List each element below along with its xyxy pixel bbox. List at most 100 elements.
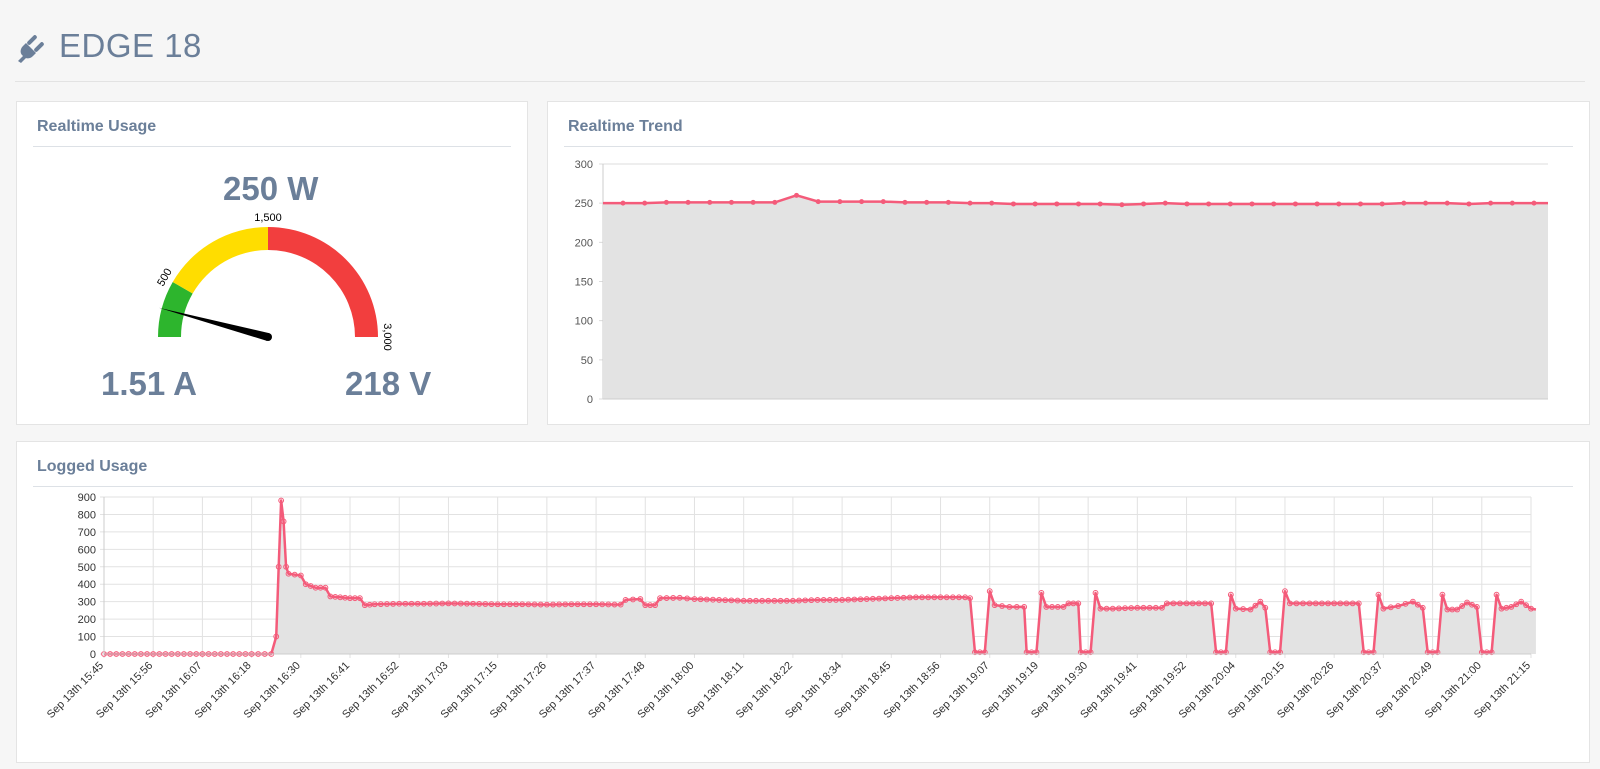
log-point	[1021, 604, 1028, 610]
trend-point	[924, 199, 930, 205]
trend-point	[728, 199, 734, 205]
gauge-tick-label: 3,000	[381, 323, 393, 351]
log-point	[285, 570, 292, 577]
log-point	[1038, 590, 1045, 596]
log-point	[390, 600, 396, 607]
log-point	[1159, 604, 1165, 611]
log-point	[900, 594, 907, 601]
log-point	[1152, 604, 1159, 611]
log-point	[1227, 591, 1234, 598]
log-point	[1518, 598, 1525, 605]
log-point	[1331, 600, 1338, 607]
y-tick-label: 100	[575, 316, 593, 328]
log-point	[427, 600, 433, 607]
log-point	[1528, 605, 1534, 612]
gauge-tick-label: 1,500	[254, 212, 282, 224]
log-point	[556, 601, 563, 608]
log-point	[882, 595, 889, 602]
log-point	[919, 594, 925, 601]
log-point	[1177, 600, 1183, 607]
log-point	[377, 601, 384, 608]
trend-point	[859, 199, 865, 205]
log-point	[1043, 604, 1050, 610]
trend-point	[794, 192, 800, 198]
trend-point	[1314, 201, 1320, 207]
log-point	[1006, 604, 1013, 610]
log-point	[543, 601, 550, 608]
realtime-trend-panel: Realtime Trend 0 50 100 150 200 250 300	[547, 101, 1590, 425]
log-point	[1318, 600, 1325, 607]
log-point	[297, 572, 304, 579]
log-point	[759, 597, 766, 604]
log-point	[1439, 591, 1446, 598]
log-point	[1312, 600, 1319, 607]
log-point	[356, 595, 363, 602]
log-point	[1349, 600, 1356, 607]
log-point	[802, 597, 809, 604]
log-point	[876, 595, 882, 602]
log-point	[1252, 602, 1259, 609]
y-tick-label: 200	[575, 237, 593, 249]
trend-point	[1357, 201, 1363, 207]
log-point	[1277, 649, 1283, 656]
trend-point	[1184, 201, 1190, 207]
log-point	[580, 601, 587, 608]
trend-point	[837, 199, 843, 205]
log-point	[1355, 600, 1362, 607]
log-point	[1140, 604, 1147, 611]
log-point	[1469, 601, 1475, 608]
log-point	[906, 594, 913, 601]
trend-point	[620, 200, 626, 206]
log-point	[851, 596, 858, 603]
log-point	[1163, 600, 1170, 607]
y-tick-label: 800	[78, 509, 96, 521]
trend-point	[880, 199, 886, 205]
y-tick-label: 300	[78, 597, 96, 609]
log-point	[1262, 604, 1269, 611]
log-point	[753, 597, 759, 604]
log-point	[605, 601, 612, 608]
log-point	[691, 596, 698, 602]
realtime-trend-chart: 0 50 100 150 200 250 300	[575, 159, 1548, 406]
log-point	[1240, 606, 1247, 612]
log-point	[1208, 600, 1215, 607]
log-point	[291, 571, 298, 578]
log-point	[833, 597, 839, 603]
trend-point	[1292, 201, 1298, 207]
log-point	[1033, 649, 1040, 656]
log-point	[275, 563, 282, 570]
log-point	[1459, 603, 1466, 609]
trend-point	[750, 199, 756, 205]
trend-point	[1141, 201, 1147, 207]
trend-point	[1119, 202, 1125, 208]
log-point	[457, 600, 464, 607]
log-point	[283, 563, 289, 570]
log-point	[808, 597, 815, 604]
log-point	[894, 595, 901, 601]
trend-point	[1249, 201, 1255, 207]
log-point	[869, 595, 876, 602]
y-tick-label: 500	[78, 562, 96, 574]
log-point	[1402, 600, 1409, 607]
log-point	[322, 584, 329, 591]
log-point	[1060, 604, 1067, 610]
log-point	[746, 597, 753, 604]
log-point	[857, 596, 864, 603]
page-title: EDGE 18	[59, 27, 202, 64]
log-point	[384, 601, 390, 607]
log-point	[1375, 591, 1382, 598]
log-point	[863, 596, 870, 602]
trend-point	[1227, 201, 1233, 207]
trend-point	[989, 200, 995, 206]
log-point	[593, 601, 599, 608]
gauge-band-1	[172, 227, 268, 294]
realtime-trend-title: Realtime Trend	[568, 118, 683, 135]
log-point	[1049, 604, 1055, 610]
log-point	[826, 597, 833, 603]
log-point	[1128, 605, 1135, 611]
log-point	[1170, 600, 1177, 607]
trend-point	[1162, 200, 1168, 206]
log-point	[684, 595, 691, 602]
y-tick-label: 700	[78, 527, 96, 539]
log-point	[789, 597, 796, 604]
